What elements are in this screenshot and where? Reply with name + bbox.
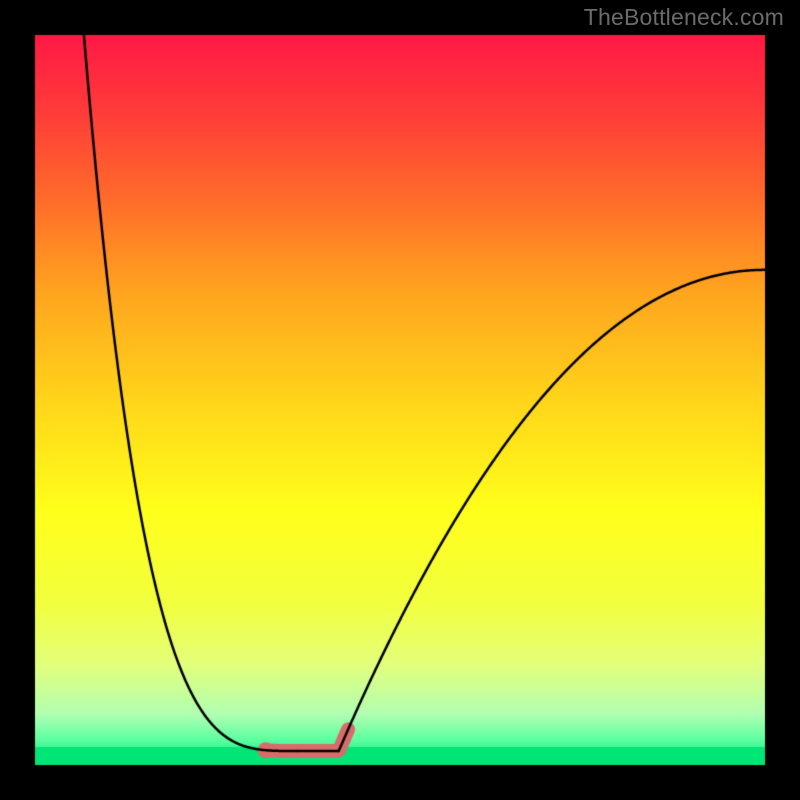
watermark-text: TheBottleneck.com [584, 4, 784, 31]
bottleneck-chart [0, 0, 800, 800]
